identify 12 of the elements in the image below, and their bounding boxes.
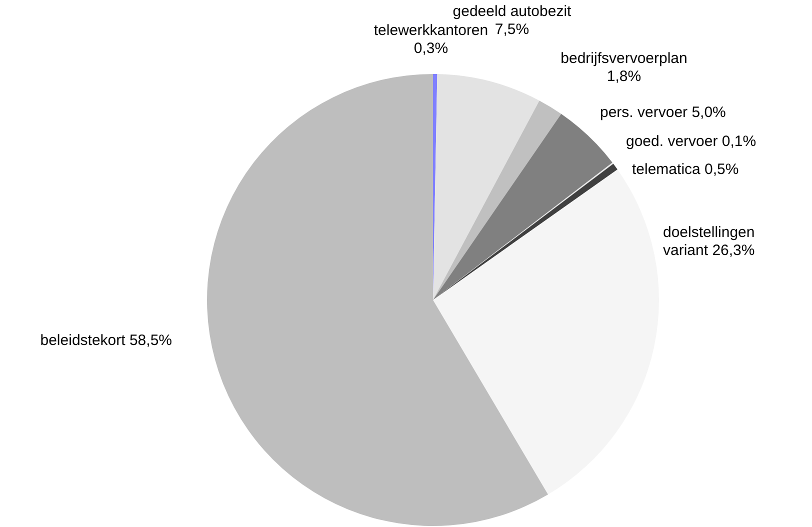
data-label: 0,3% xyxy=(414,40,448,57)
pie-slice xyxy=(433,74,540,300)
slice-label: telematica 0,5% xyxy=(632,161,739,178)
slice-label: gedeeld autobezit xyxy=(452,3,572,20)
slice-label: doelstellingen variant 26,3% xyxy=(663,224,755,259)
slice-label: pers. vervoer 5,0% xyxy=(600,104,726,121)
slice-label: beleidstekort 58,5% xyxy=(40,332,172,349)
slice-label: telewerkkantoren xyxy=(374,22,488,39)
data-label: 7,5% xyxy=(494,21,530,38)
slice-label: bedrijfsvervoerplan xyxy=(560,50,688,67)
data-label: 1,8% xyxy=(606,68,642,85)
slice-label: goed. vervoer 0,1% xyxy=(626,133,756,150)
